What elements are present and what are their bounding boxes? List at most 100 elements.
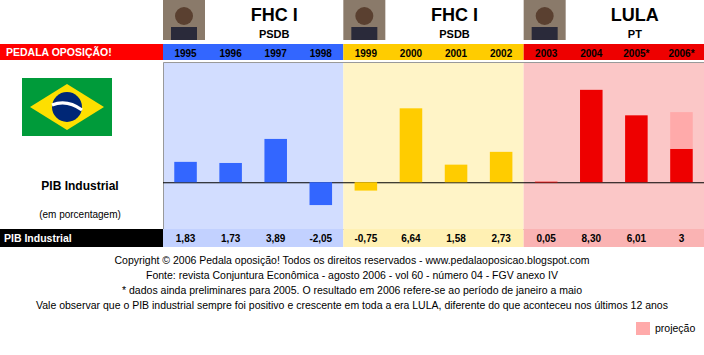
bar <box>490 152 513 182</box>
data-label: 0,05 <box>536 233 556 244</box>
x-tick-label: 1995 <box>174 48 197 59</box>
data-label: 2,73 <box>491 233 511 244</box>
x-tick: 1998 <box>310 47 333 59</box>
x-tick-label: 2002 <box>490 48 513 59</box>
x-tick-label: 2000 <box>400 48 423 59</box>
x-tick: 2006* <box>668 47 694 59</box>
note: Vale observar que o PIB industrial sempr… <box>36 299 668 311</box>
x-tick: 2001 <box>445 47 468 59</box>
data-label: 3,89 <box>266 233 286 244</box>
photo-body <box>351 27 377 40</box>
x-tick: 2004 <box>580 47 603 59</box>
left-panel: PIB Industrial (em porcentagem) <box>22 78 121 220</box>
y-tick <box>163 182 704 183</box>
table-cell <box>163 229 343 247</box>
data-label: 1,73 <box>221 233 241 244</box>
period-party: PT <box>628 28 642 40</box>
zero-line <box>163 182 704 183</box>
bar <box>535 181 558 183</box>
photo <box>343 0 385 40</box>
x-tick: 1996 <box>220 47 243 59</box>
x-tick-label: 2004 <box>580 48 603 59</box>
photo-head <box>175 7 193 25</box>
bar <box>445 165 468 183</box>
note: Fonte: revista Conjuntura Econômica - ag… <box>146 269 558 281</box>
x-tick-label: 2006* <box>668 48 694 59</box>
title: PEDALA OPOSIÇÃO! <box>6 46 112 58</box>
period-name: FHC I <box>251 5 298 25</box>
data-label: 1,58 <box>446 233 466 244</box>
chart: FHC I PSDB FHC I PSDB LULA PT PEDALA OPOSIÇÃO!… <box>0 0 704 355</box>
x-tick: 1999 <box>355 47 378 59</box>
x-tick: 2003 <box>535 47 558 59</box>
data-label: 6,64 <box>401 233 421 244</box>
legend: projeção <box>636 322 695 335</box>
data-label: -0,75 <box>354 233 377 244</box>
photo <box>163 0 205 40</box>
year-strip <box>524 44 704 60</box>
table-label-cell <box>0 229 163 247</box>
flag-diamond <box>30 84 104 130</box>
period-background <box>524 62 704 229</box>
photo <box>524 0 566 40</box>
legend-swatch <box>636 322 650 335</box>
period-name: LULA <box>611 5 659 25</box>
x-tick-label: 1996 <box>220 48 243 59</box>
x-tick-label: 2005* <box>623 48 649 59</box>
photo-head <box>355 7 373 25</box>
photo-body <box>532 27 558 40</box>
table-cell <box>524 229 704 247</box>
period-party: PSDB <box>259 28 290 40</box>
flag-band <box>52 103 82 110</box>
table-cell <box>343 229 523 247</box>
y-axis-line <box>164 63 704 230</box>
photo-body <box>171 27 197 40</box>
photo-head <box>536 7 554 25</box>
photo-frame <box>343 0 385 40</box>
bars <box>174 90 692 205</box>
flag <box>22 78 112 136</box>
period-name: FHC I <box>431 5 478 25</box>
data-label: -2,05 <box>309 233 332 244</box>
title-strip <box>0 44 163 60</box>
y-label-note: (em porcentagem) <box>39 209 121 220</box>
x-tick-label: 1998 <box>310 48 333 59</box>
table-label: PIB Industrial <box>4 232 72 244</box>
bar <box>264 139 287 182</box>
x-tick-label: 1997 <box>265 48 288 59</box>
bar <box>355 182 378 190</box>
bar <box>400 108 423 182</box>
bar <box>219 163 242 182</box>
x-tick: 2005* <box>623 47 649 59</box>
x-tick: 1995 <box>174 47 197 59</box>
data-label: 8,30 <box>582 233 602 244</box>
data-label: 6,01 <box>627 233 647 244</box>
bar <box>174 162 197 182</box>
note: * dados ainda preliminares para 2005. O … <box>122 284 582 296</box>
year-strip <box>163 44 343 60</box>
x-axis: 1995 1996 1997 1998 1999 2000 2001 2002 2003 2004… <box>174 47 694 59</box>
header: FHC I PSDB FHC I PSDB LULA PT <box>163 0 659 40</box>
flag-globe <box>52 92 82 122</box>
y-label: PIB Industrial <box>41 179 118 193</box>
period-background <box>163 62 343 229</box>
flag-field <box>22 78 112 136</box>
x-tick-label: 2001 <box>445 48 468 59</box>
photo-frame <box>524 0 566 40</box>
x-tick-label: 1999 <box>355 48 378 59</box>
legend-label: projeção <box>655 322 695 334</box>
photo-frame <box>163 0 205 40</box>
data-label: 1,83 <box>176 233 196 244</box>
year-strip <box>343 44 523 60</box>
bar <box>580 90 603 182</box>
bar <box>625 115 648 182</box>
period-party: PSDB <box>439 28 470 40</box>
x-tick: 1997 <box>265 47 288 59</box>
y-axis <box>163 63 704 230</box>
note: Copyright © 2006 Pedala oposição! Todos … <box>114 254 589 266</box>
bar <box>670 112 693 149</box>
x-tick-label: 2003 <box>535 48 558 59</box>
x-tick: 2000 <box>400 47 423 59</box>
period-background <box>343 62 523 229</box>
bar <box>670 149 693 182</box>
